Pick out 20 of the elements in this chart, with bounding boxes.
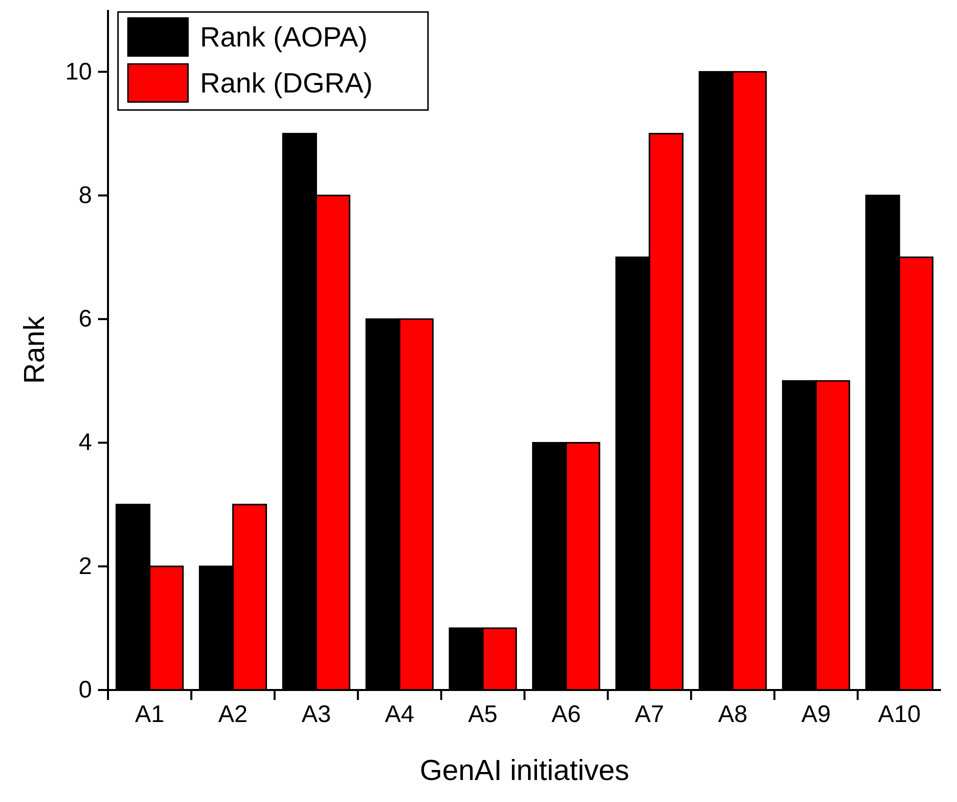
x-tick-label: A3 (302, 701, 331, 728)
x-tick-label: A8 (718, 701, 748, 728)
x-tick-label: A6 (551, 701, 581, 728)
y-tick-label: 8 (78, 182, 92, 209)
y-tick-label: 6 (78, 306, 92, 333)
legend-label: Rank (DGRA) (200, 68, 373, 98)
y-tick-label: 10 (65, 58, 92, 86)
x-tick-label: A9 (801, 701, 831, 728)
x-tick-label: A1 (134, 701, 164, 728)
x-tick-label: A2 (218, 701, 248, 728)
x-tick-label: A5 (468, 701, 498, 728)
x-tick-label: A4 (384, 701, 414, 728)
legend-label: Rank (AOPA) (200, 22, 368, 52)
y-tick-label: 4 (78, 429, 92, 456)
x-tick-label: A7 (634, 701, 664, 728)
x-tick-label: A10 (878, 701, 921, 728)
y-tick-label: 2 (78, 552, 92, 580)
y-axis-title: Rank (19, 316, 51, 384)
y-tick-label: 0 (78, 676, 92, 704)
x-axis-title: GenAI initiatives (420, 755, 630, 787)
